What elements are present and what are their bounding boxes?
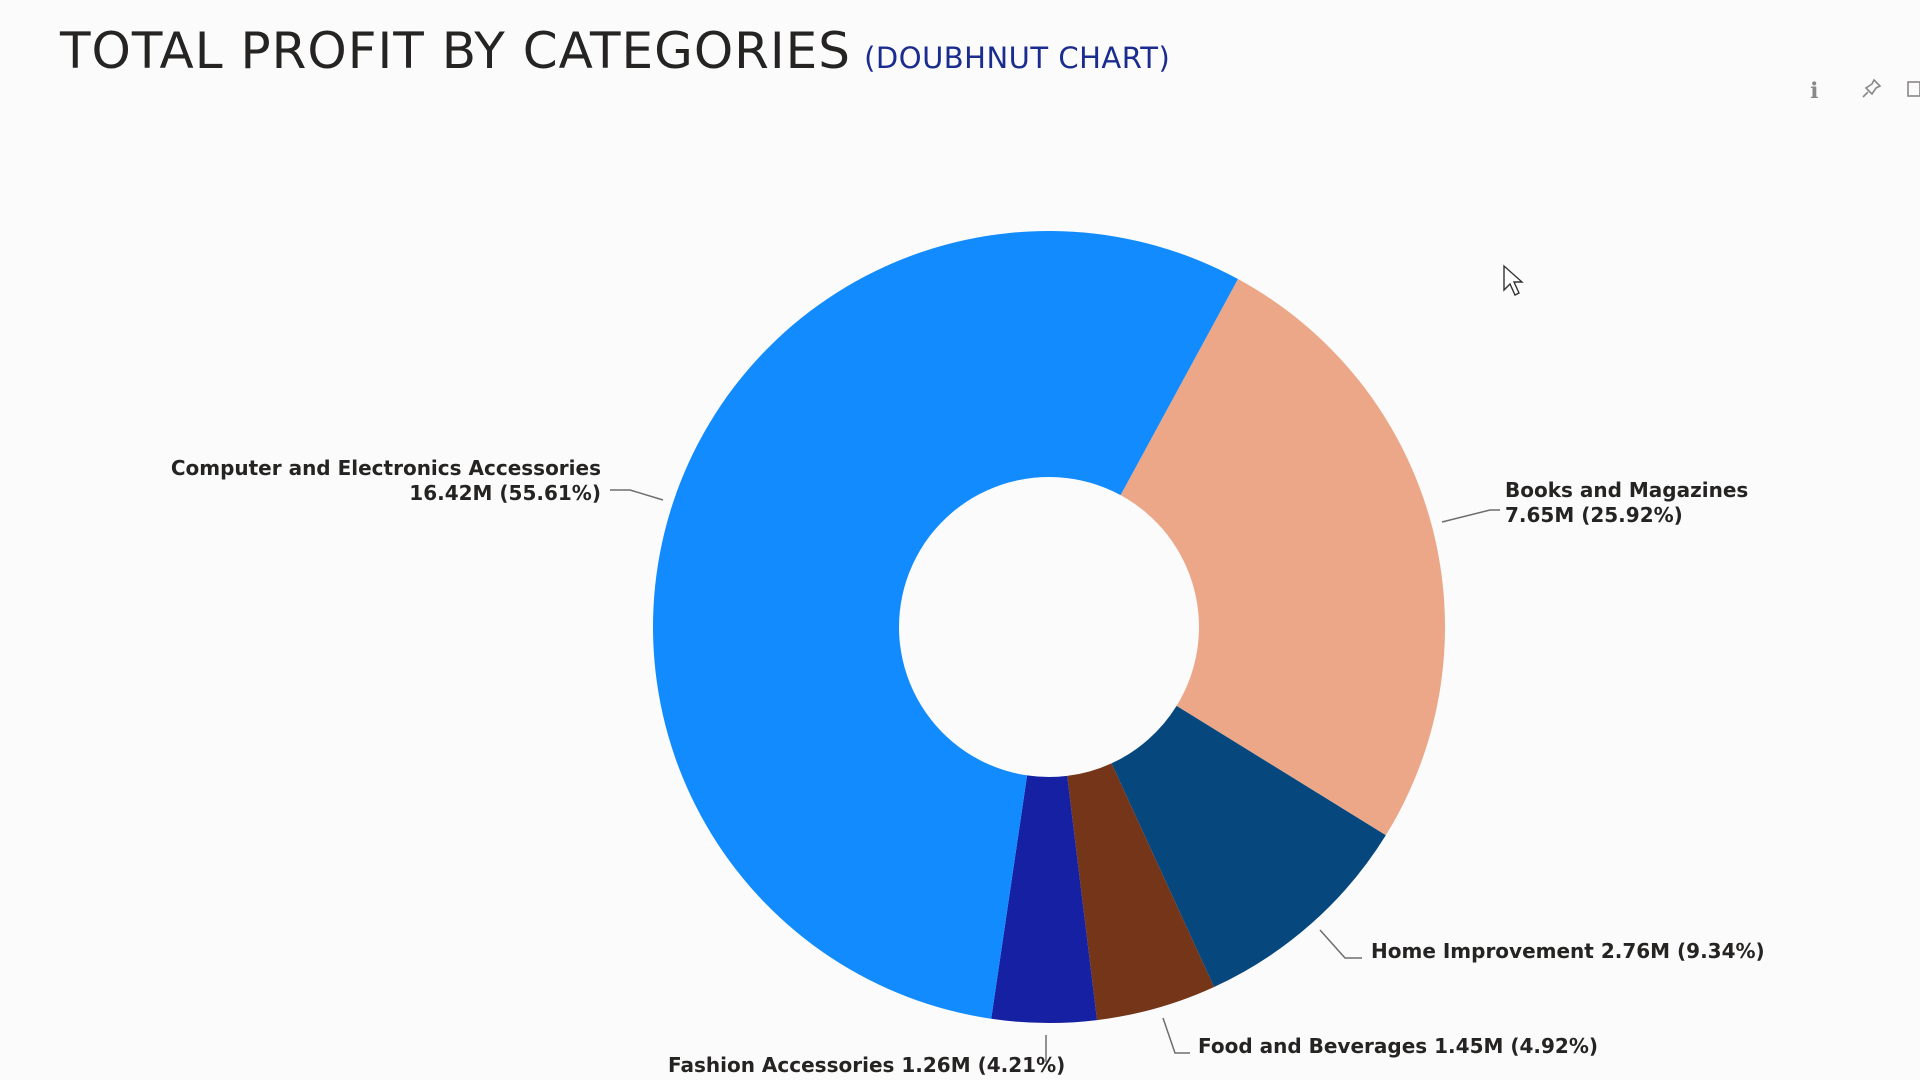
slice-books-and-magazines[interactable] xyxy=(1120,278,1445,836)
leader-line-computer-and-electronics-accessories xyxy=(610,489,664,501)
data-label-food-and-beverages: Food and Beverages 1.45M (4.92%) xyxy=(1198,1034,1598,1058)
data-label-home-improvement: Home Improvement 2.76M (9.34%) xyxy=(1371,939,1765,963)
chart-header: TOTAL PROFIT BY CATEGORIES (DOUBHNUT CHA… xyxy=(60,22,1170,80)
slice-food-and-beverages[interactable] xyxy=(1067,763,1215,1021)
mouse-cursor-icon xyxy=(1503,264,1524,296)
slice-fashion-accessories[interactable] xyxy=(991,775,1098,1024)
pin-icon[interactable] xyxy=(1862,78,1882,108)
slice-home-improvement[interactable] xyxy=(1111,705,1386,987)
data-label-value-books-and-magazines: 7.65M (25.92%) xyxy=(1505,503,1683,527)
leader-line-books-and-magazines xyxy=(1441,509,1500,523)
slices xyxy=(652,230,1445,1024)
data-label-category-computer-and-electronics-accessories: Computer and Electronics Accessories xyxy=(171,456,601,480)
copy-icon[interactable] xyxy=(1906,78,1920,108)
data-label-fashion-accessories: Fashion Accessories 1.26M (4.21%) xyxy=(668,1053,1065,1077)
leader-line-food-and-beverages xyxy=(1162,1017,1190,1054)
visual-header-icons: ℹ xyxy=(1810,78,1920,108)
data-label-category-books-and-magazines: Books and Magazines xyxy=(1505,478,1748,502)
chart-subtitle: (DOUBHNUT CHART) xyxy=(864,41,1171,75)
chart-title: TOTAL PROFIT BY CATEGORIES xyxy=(60,22,851,80)
slice-computer-and-electronics-accessories[interactable] xyxy=(652,230,1238,1019)
data-label-value-computer-and-electronics-accessories: 16.42M (55.61%) xyxy=(409,481,601,505)
leader-line-home-improvement xyxy=(1319,929,1362,959)
info-icon[interactable]: ℹ xyxy=(1810,79,1819,104)
